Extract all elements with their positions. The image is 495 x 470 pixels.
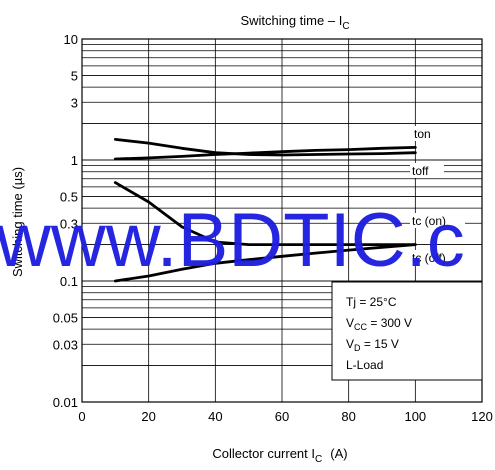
y-tick-label: 1 xyxy=(71,153,78,168)
condition-text: Tj = 25°C xyxy=(346,295,397,309)
condition-text: VCC = 300 V xyxy=(346,316,412,332)
series-line-toff xyxy=(113,145,417,161)
series-label: tc (off) xyxy=(412,251,446,265)
series-label-bg xyxy=(412,126,439,141)
series-label: ton xyxy=(414,127,431,141)
series-lines xyxy=(113,137,417,283)
y-tick-label: 0.5 xyxy=(60,189,78,204)
y-tick-label: 3 xyxy=(71,95,78,110)
x-tick-label: 60 xyxy=(275,409,289,424)
x-tick-label: 0 xyxy=(78,409,85,424)
series-label: tc (on) xyxy=(412,214,446,228)
chart-title: Switching time – IC xyxy=(240,13,349,32)
tick-labels: 0 20 40 60 80 100 120 0.01 0.03 0.05 0.1 0.3 0.5 1 3 5 1… xyxy=(53,32,493,424)
y-tick-label: 0.03 xyxy=(53,337,78,352)
series-label: toff xyxy=(412,164,429,178)
series-line-ton xyxy=(113,137,417,157)
y-tick-label: 0.01 xyxy=(53,395,78,410)
condition-text: L-Load xyxy=(346,358,383,372)
y-tick-label: 0.3 xyxy=(60,216,78,231)
plot-frame xyxy=(81,38,483,403)
condition-text: VD = 15 V xyxy=(346,337,399,353)
y-tick-label: 10 xyxy=(64,32,78,47)
y-tick-label: 0.05 xyxy=(53,310,78,325)
watermark: www.BDTIC.c xyxy=(0,198,465,283)
x-tick-label: 120 xyxy=(471,409,493,424)
x-tick-label: 100 xyxy=(404,409,426,424)
series-label-bg xyxy=(410,250,472,265)
conditions-frame xyxy=(331,281,483,381)
series-line-tc-off- xyxy=(113,243,417,283)
conditions-box: Tj = 25°C VCC = 300 V VD = 15 V L-Load xyxy=(331,281,483,381)
x-tick-label: 20 xyxy=(141,409,155,424)
x-tick-label: 80 xyxy=(341,409,355,424)
series-line-tc-on- xyxy=(113,181,417,247)
x-axis-label: Collector current IC (A) xyxy=(212,446,347,465)
grid xyxy=(81,38,483,403)
y-axis-label: Switching time (µs) xyxy=(10,167,25,277)
series-label-bg xyxy=(410,163,444,178)
series-label-bg xyxy=(410,213,465,228)
series-labels: ton toff tc (on) tc (off) xyxy=(410,126,472,265)
y-tick-label: 5 xyxy=(71,68,78,83)
y-tick-label: 0.1 xyxy=(60,274,78,289)
x-tick-label: 40 xyxy=(208,409,222,424)
